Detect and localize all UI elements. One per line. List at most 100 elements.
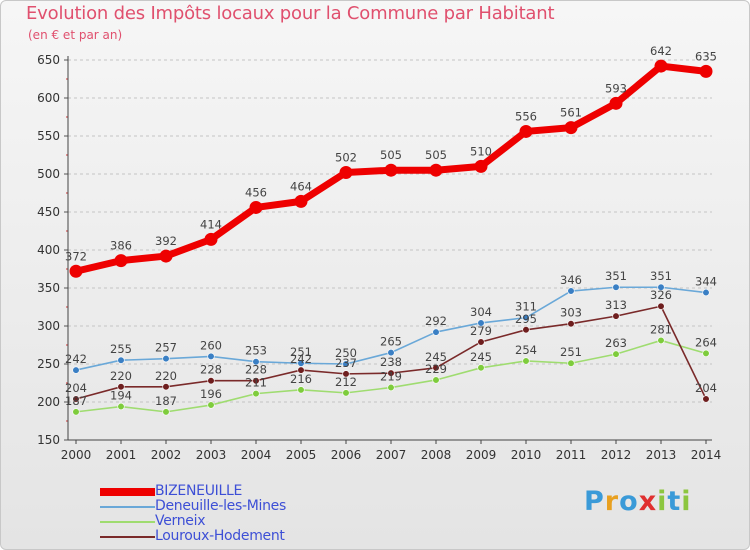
- data-point: [657, 336, 665, 345]
- data-label: 228: [200, 363, 222, 377]
- data-point: [162, 355, 170, 363]
- data-label: 255: [110, 342, 132, 356]
- data-point: [387, 369, 395, 377]
- data-point: [252, 390, 260, 398]
- data-point: [432, 376, 440, 384]
- data-point: [612, 283, 620, 291]
- data-point: [72, 366, 80, 374]
- x-tick-label: 2000: [61, 448, 92, 462]
- data-point: [387, 383, 395, 392]
- data-label: 237: [335, 356, 357, 370]
- data-label: 251: [560, 345, 582, 359]
- data-label: 245: [425, 350, 447, 364]
- x-tick-label: 2011: [556, 448, 587, 462]
- y-tick-label: 500: [37, 167, 60, 181]
- x-tick-label: 2012: [601, 448, 632, 462]
- data-label: 292: [425, 314, 447, 328]
- data-point: [117, 356, 125, 364]
- data-point: [699, 64, 713, 78]
- x-tick-label: 2002: [151, 448, 182, 462]
- data-point: [477, 319, 485, 327]
- data-label: 194: [110, 389, 132, 403]
- legend-label-louroux-hodement: Louroux-Hodement: [155, 528, 285, 544]
- data-point: [207, 401, 215, 409]
- data-label: 464: [290, 179, 312, 193]
- legend-item-deneuille-les-mines[interactable]: Deneuille-les-Mines: [100, 499, 286, 514]
- data-point: [204, 232, 218, 246]
- legend-item-verneix[interactable]: Verneix: [100, 514, 286, 529]
- x-tick-label: 2007: [376, 448, 407, 462]
- data-label: 281: [650, 322, 672, 336]
- proxiti-logo: Proxiti: [584, 486, 692, 517]
- data-point: [612, 350, 620, 358]
- data-point: [702, 395, 710, 403]
- data-point: [477, 338, 485, 346]
- data-label: 456: [245, 185, 267, 199]
- data-point: [117, 402, 125, 411]
- legend-item-louroux-hodement[interactable]: Louroux-Hodement: [100, 529, 286, 544]
- data-point: [519, 124, 533, 138]
- data-point: [432, 364, 440, 372]
- data-point: [342, 389, 350, 397]
- legend-swatch-louroux-hodement: [100, 535, 155, 538]
- data-label: 187: [65, 394, 87, 408]
- data-label: 187: [155, 394, 177, 408]
- data-label: 556: [515, 109, 537, 123]
- logo-letter: t: [667, 486, 682, 517]
- data-point: [207, 377, 215, 385]
- legend-swatch-deneuille-les-mines: [100, 505, 155, 508]
- data-label: 502: [335, 150, 357, 164]
- logo-letter: o: [619, 486, 639, 517]
- data-point: [654, 59, 668, 73]
- data-point: [72, 395, 80, 403]
- data-point: [567, 359, 575, 367]
- data-label: 211: [245, 376, 267, 390]
- legend-item-bizeneuille[interactable]: BIZENEUILLE: [100, 484, 286, 499]
- data-label: 204: [695, 381, 717, 395]
- data-label: 279: [470, 324, 492, 338]
- data-point: [72, 408, 80, 416]
- logo-letter: i: [681, 486, 692, 517]
- data-label: 212: [335, 375, 357, 389]
- legend-label-bizeneuille: BIZENEUILLE: [155, 483, 243, 499]
- data-point: [657, 283, 665, 291]
- data-label: 372: [65, 249, 87, 263]
- legend-swatch-bizeneuille: [100, 487, 155, 496]
- data-label: 505: [380, 148, 402, 162]
- data-label: 250: [335, 346, 357, 360]
- x-tick-label: 2001: [106, 448, 137, 462]
- y-tick-label: 600: [37, 91, 60, 105]
- data-label: 251: [290, 345, 312, 359]
- data-label: 228: [245, 363, 267, 377]
- data-label: 642: [650, 44, 672, 58]
- x-tick-label: 2008: [421, 448, 452, 462]
- data-point: [474, 159, 488, 173]
- data-label: 414: [200, 217, 222, 231]
- data-point: [297, 386, 305, 394]
- data-label: 295: [515, 312, 537, 326]
- data-label: 351: [650, 269, 672, 283]
- data-label: 593: [605, 81, 627, 95]
- data-point: [702, 288, 710, 297]
- data-point: [162, 408, 170, 416]
- x-tick-label: 2006: [331, 448, 362, 462]
- data-point: [522, 326, 530, 334]
- data-point: [342, 360, 350, 368]
- x-tick-label: 2009: [466, 448, 497, 462]
- data-point: [159, 249, 173, 263]
- data-label: 265: [380, 335, 402, 349]
- data-point: [249, 200, 263, 214]
- chart-subtitle: (en € et par an): [28, 28, 123, 42]
- data-point: [384, 163, 398, 177]
- y-tick-label: 200: [37, 395, 60, 409]
- data-point: [612, 312, 620, 320]
- data-label: 351: [605, 269, 627, 283]
- data-label: 216: [290, 372, 312, 386]
- data-label: 253: [245, 344, 267, 358]
- data-label: 510: [470, 144, 492, 158]
- data-label: 204: [65, 381, 87, 395]
- data-label: 505: [425, 148, 447, 162]
- data-point: [477, 364, 485, 372]
- data-label: 392: [155, 234, 177, 248]
